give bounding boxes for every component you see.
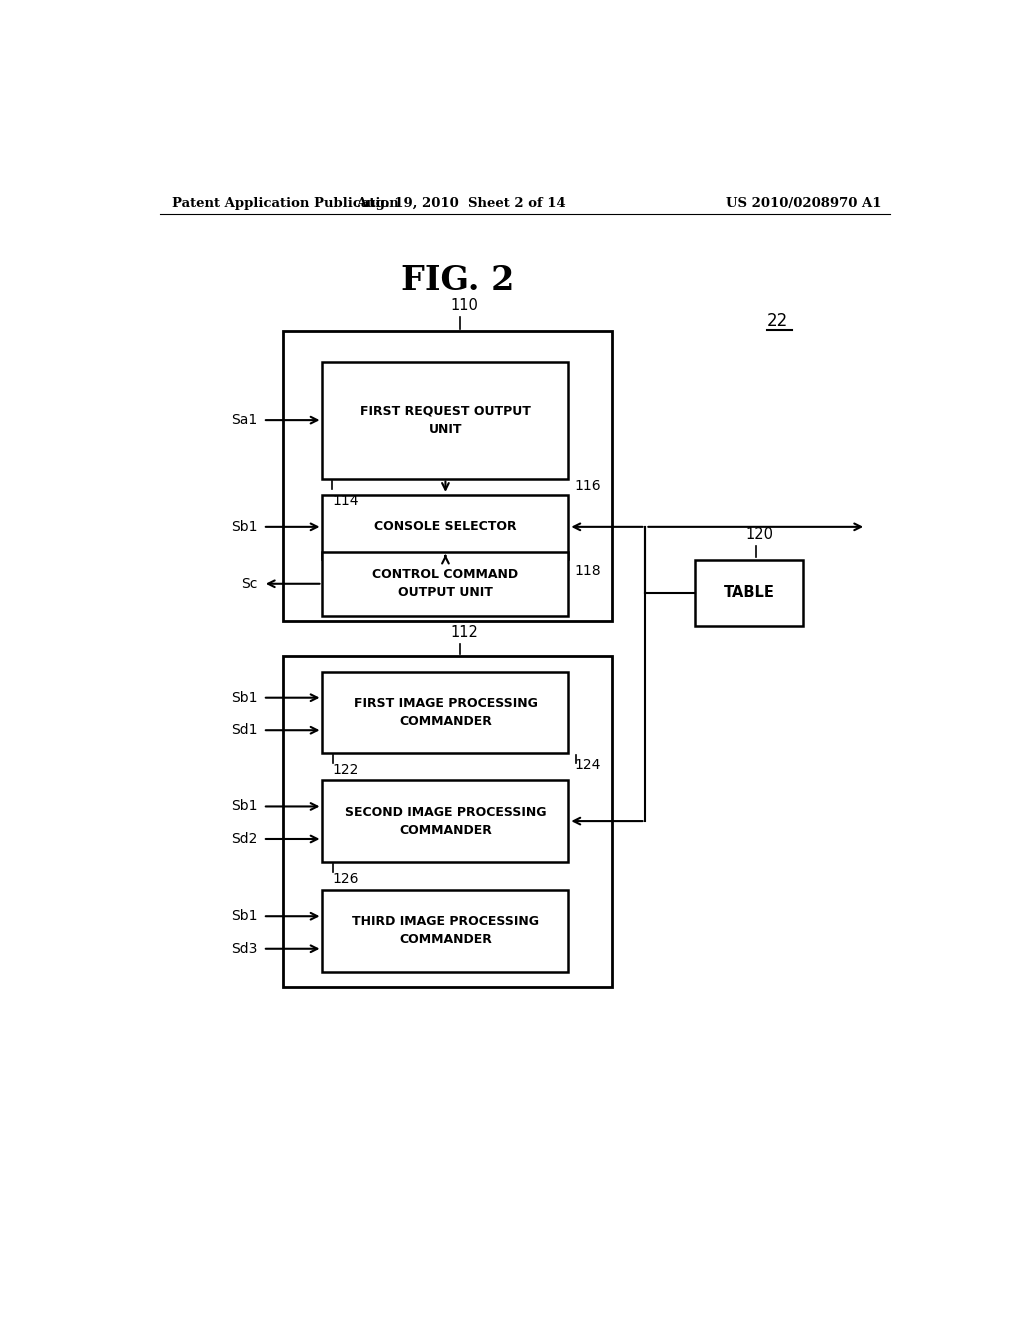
Text: FIRST IMAGE PROCESSING
COMMANDER: FIRST IMAGE PROCESSING COMMANDER bbox=[353, 697, 538, 727]
Bar bbox=[323, 495, 568, 558]
Text: Sb1: Sb1 bbox=[230, 909, 257, 923]
Text: 116: 116 bbox=[574, 479, 601, 492]
Bar bbox=[283, 331, 612, 620]
Text: Aug. 19, 2010  Sheet 2 of 14: Aug. 19, 2010 Sheet 2 of 14 bbox=[356, 197, 566, 210]
Text: 22: 22 bbox=[767, 312, 788, 330]
Text: Sa1: Sa1 bbox=[231, 413, 257, 428]
Bar bbox=[695, 560, 803, 626]
Bar bbox=[323, 362, 568, 479]
Text: FIG. 2: FIG. 2 bbox=[400, 264, 514, 297]
Text: THIRD IMAGE PROCESSING
COMMANDER: THIRD IMAGE PROCESSING COMMANDER bbox=[352, 915, 539, 946]
Text: 124: 124 bbox=[574, 758, 601, 772]
Text: 120: 120 bbox=[745, 527, 774, 541]
Text: FIRST REQUEST OUTPUT
UNIT: FIRST REQUEST OUTPUT UNIT bbox=[360, 405, 530, 436]
Text: 114: 114 bbox=[333, 494, 359, 508]
Text: 126: 126 bbox=[332, 873, 358, 886]
Text: Patent Application Publication: Patent Application Publication bbox=[172, 197, 398, 210]
Text: TABLE: TABLE bbox=[724, 585, 774, 601]
Text: Sb1: Sb1 bbox=[230, 690, 257, 705]
Text: 112: 112 bbox=[450, 626, 478, 640]
Text: 118: 118 bbox=[574, 564, 601, 578]
Bar bbox=[323, 552, 568, 615]
Text: 110: 110 bbox=[450, 298, 478, 313]
Text: 122: 122 bbox=[332, 763, 358, 777]
Text: Sd3: Sd3 bbox=[231, 941, 257, 956]
Bar bbox=[323, 780, 568, 862]
Text: US 2010/0208970 A1: US 2010/0208970 A1 bbox=[726, 197, 882, 210]
Bar bbox=[323, 672, 568, 752]
Bar bbox=[323, 890, 568, 972]
Bar bbox=[283, 656, 612, 987]
Text: Sb1: Sb1 bbox=[230, 800, 257, 813]
Text: Sd1: Sd1 bbox=[230, 723, 257, 738]
Text: CONTROL COMMAND
OUTPUT UNIT: CONTROL COMMAND OUTPUT UNIT bbox=[373, 569, 518, 599]
Text: Sb1: Sb1 bbox=[230, 520, 257, 533]
Text: SECOND IMAGE PROCESSING
COMMANDER: SECOND IMAGE PROCESSING COMMANDER bbox=[345, 805, 546, 837]
Text: Sd2: Sd2 bbox=[231, 832, 257, 846]
Text: CONSOLE SELECTOR: CONSOLE SELECTOR bbox=[374, 520, 517, 533]
Text: Sc: Sc bbox=[241, 577, 257, 591]
